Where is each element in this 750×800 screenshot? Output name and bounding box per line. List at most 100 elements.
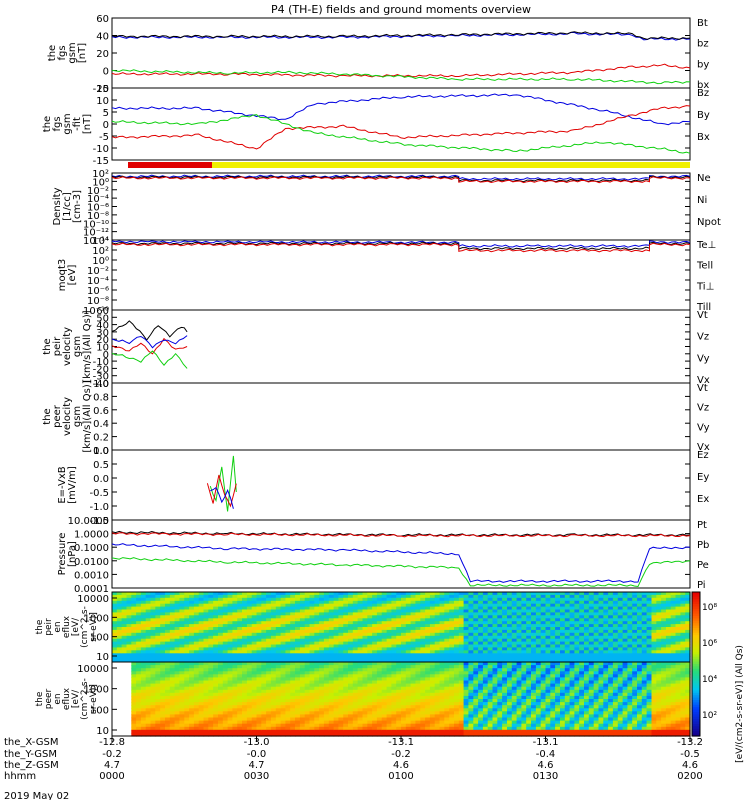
spectrogram-cell bbox=[352, 615, 359, 619]
spectrogram-cell bbox=[468, 632, 474, 637]
spectrogram-cell bbox=[386, 594, 392, 599]
spectrogram-cell bbox=[131, 665, 137, 669]
spectrogram-cell bbox=[145, 635, 152, 640]
spectrogram-cell bbox=[560, 650, 566, 654]
spectrogram-cell bbox=[560, 629, 566, 634]
spectrogram-cell bbox=[401, 677, 407, 682]
spectrogram-cell bbox=[222, 612, 229, 616]
spectrogram-cell bbox=[338, 592, 344, 596]
y-tick-label: 15 bbox=[96, 84, 109, 95]
spectrogram-cell bbox=[420, 677, 426, 682]
spectrogram-cell bbox=[656, 644, 662, 648]
spectrogram-cell bbox=[251, 594, 258, 599]
spectrogram-cell bbox=[179, 692, 185, 697]
spectrogram-cell bbox=[309, 683, 315, 688]
spectrogram-cell bbox=[439, 680, 445, 685]
spectrogram-cell bbox=[280, 650, 286, 654]
spectrogram-cell bbox=[227, 708, 233, 712]
spectrogram-cell bbox=[429, 597, 436, 602]
spectrogram-cell bbox=[362, 653, 368, 657]
spectrogram-cell bbox=[179, 659, 185, 663]
spectrogram-cell bbox=[116, 714, 123, 719]
spectrogram-cell bbox=[155, 714, 161, 719]
spectrogram-cell bbox=[338, 629, 344, 634]
spectrogram-cell bbox=[675, 606, 681, 611]
spectrogram-cell bbox=[145, 702, 152, 706]
spectrogram-cell bbox=[372, 680, 378, 685]
spectrogram-cell bbox=[208, 592, 214, 596]
spectrogram-cell bbox=[184, 680, 190, 685]
spectrogram-cell bbox=[622, 594, 628, 599]
spectrogram-cell bbox=[208, 629, 214, 634]
spectrogram-cell bbox=[314, 650, 320, 654]
spectrogram-cell bbox=[338, 662, 344, 666]
spectrogram-cell bbox=[150, 632, 156, 637]
spectrogram-cell bbox=[492, 629, 498, 634]
spectrogram-cell bbox=[189, 638, 195, 643]
spectrogram-cell bbox=[429, 699, 436, 703]
spectrogram-cell bbox=[165, 699, 171, 703]
spectrogram-cell bbox=[588, 621, 595, 625]
spectrogram-cell bbox=[410, 638, 416, 643]
spectrogram-cell bbox=[507, 609, 513, 613]
spectrogram-cell bbox=[280, 644, 286, 648]
spectrogram-cell bbox=[463, 714, 469, 719]
spectrogram-cell bbox=[386, 689, 392, 694]
spectrogram-cell bbox=[410, 674, 416, 678]
spectrogram-cell bbox=[487, 624, 494, 628]
spectrogram-cell bbox=[160, 600, 166, 605]
spectrogram-cell bbox=[458, 662, 465, 666]
spectrogram-cell bbox=[449, 650, 455, 654]
spectrogram-cell bbox=[179, 650, 185, 654]
spectrogram-cell bbox=[415, 708, 421, 712]
spectrogram-cell bbox=[376, 597, 383, 602]
spectrogram-cell bbox=[285, 674, 291, 678]
spectrogram-cell bbox=[232, 612, 238, 616]
spectrogram-cell bbox=[145, 668, 152, 672]
spectrogram-cell bbox=[275, 629, 282, 634]
spectrogram-cell bbox=[304, 699, 311, 703]
y-tick-label: -30 bbox=[93, 372, 109, 383]
spectrogram-cell bbox=[526, 653, 532, 657]
spectrogram-cell bbox=[646, 615, 652, 619]
spectrogram-cell bbox=[179, 695, 185, 700]
spectrogram-cell bbox=[357, 695, 363, 700]
spectrogram-cell bbox=[112, 594, 118, 599]
spectrogram-cell bbox=[198, 729, 205, 734]
spectrogram-cell bbox=[343, 720, 349, 725]
spectrogram-cell bbox=[246, 729, 253, 734]
spectrogram-cell bbox=[179, 723, 185, 728]
spectrogram-cell bbox=[140, 612, 147, 616]
spectrogram-cell bbox=[237, 711, 243, 715]
spectrogram-cell bbox=[155, 597, 161, 602]
spectrogram-cell bbox=[507, 615, 513, 619]
spectrogram-cell bbox=[622, 609, 628, 613]
spectrogram-cell bbox=[531, 650, 537, 654]
spectrogram-cell bbox=[434, 662, 441, 666]
spectrogram-cell bbox=[545, 603, 551, 608]
spectrogram-cell bbox=[511, 632, 518, 637]
spectrogram-cell bbox=[482, 629, 489, 634]
spectrogram-cell bbox=[116, 618, 123, 622]
spectrogram-cell bbox=[314, 638, 320, 643]
spectrogram-cell bbox=[203, 683, 209, 688]
spectrogram-cell bbox=[193, 603, 200, 608]
spectrogram-cell bbox=[540, 615, 547, 619]
spectrogram-cell bbox=[357, 650, 363, 654]
spectrogram-cell bbox=[348, 723, 354, 728]
spectrogram-cell bbox=[270, 603, 277, 608]
spectrogram-cell bbox=[598, 629, 604, 634]
spectrogram-cell bbox=[295, 677, 301, 682]
spectrogram-cell bbox=[434, 632, 441, 637]
spectrogram-cell bbox=[381, 689, 388, 694]
spectrogram-cell bbox=[622, 647, 628, 651]
spectrogram-cell bbox=[574, 641, 580, 646]
spectrogram-cell bbox=[410, 627, 416, 631]
spectrogram-cell bbox=[410, 680, 416, 685]
spectrogram-cell bbox=[285, 717, 291, 722]
spectrogram-cell bbox=[261, 644, 267, 648]
spectrogram-cell bbox=[376, 680, 383, 685]
spectrogram-cell bbox=[588, 615, 595, 619]
spectrogram-cell bbox=[213, 650, 219, 654]
spectrogram-cell bbox=[429, 641, 436, 646]
